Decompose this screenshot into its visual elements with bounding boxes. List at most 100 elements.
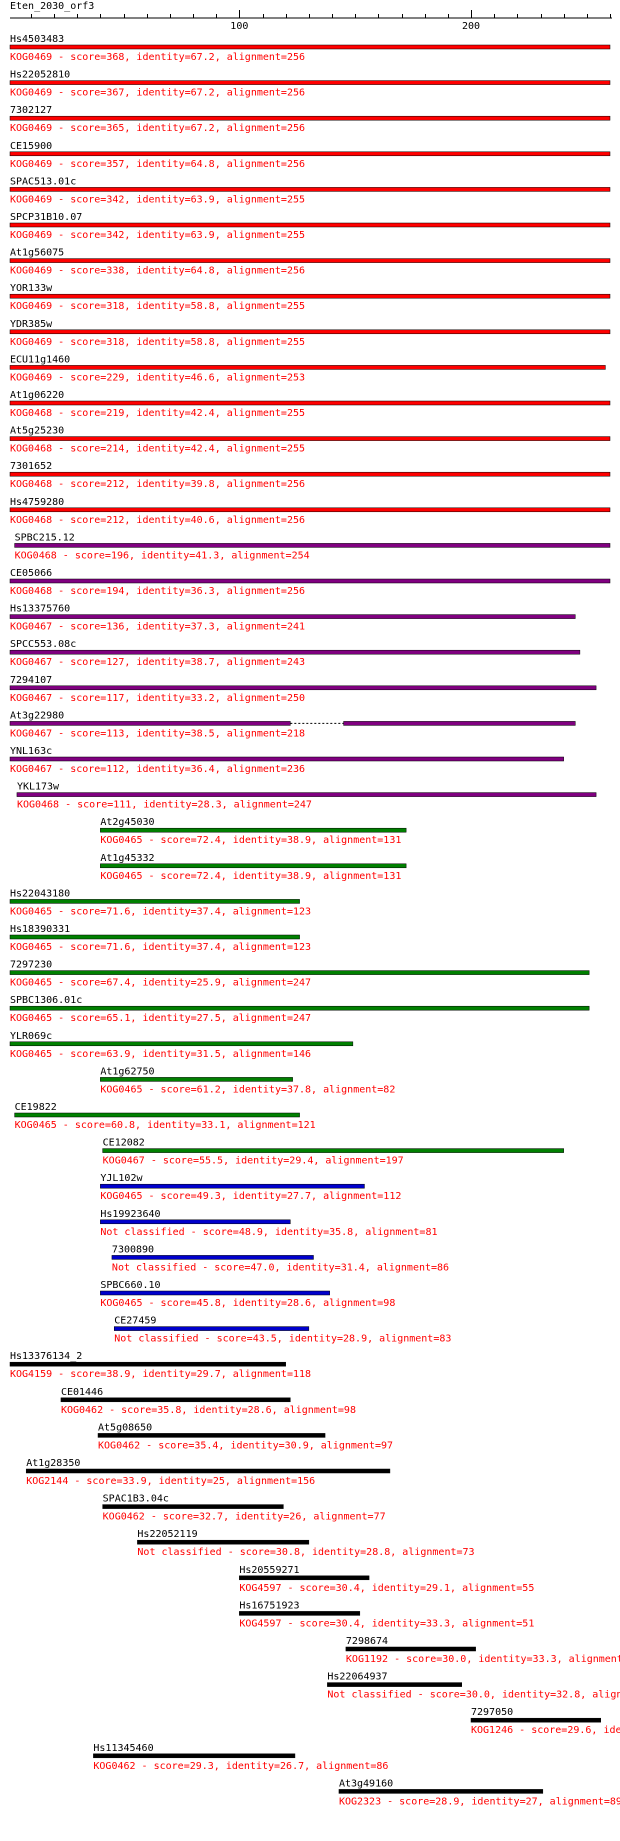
hit-bar[interactable]	[16, 792, 597, 797]
hit-name[interactable]: 7300890	[112, 1244, 154, 1255]
hit-bar[interactable]	[9, 187, 611, 192]
hit-bar[interactable]	[9, 934, 300, 940]
hit-bar[interactable]	[9, 115, 611, 121]
hit-row[interactable]: Hs22043180 KOG0465 - score=71.6, identity…	[9, 888, 311, 917]
hit-name[interactable]: CE15900	[10, 141, 52, 152]
hit-bar[interactable]	[9, 614, 576, 619]
hit-name[interactable]: YJL102w	[100, 1173, 143, 1184]
hit-row[interactable]: Hs20559271 KOG4597 - score=30.4, identity…	[239, 1565, 534, 1594]
hit-bar[interactable]	[9, 970, 590, 975]
hit-row[interactable]: At5g08650 KOG0462 - score=35.4, identity=…	[97, 1422, 393, 1451]
hit-name[interactable]: YDR385w	[10, 319, 53, 330]
hit-name[interactable]: At1g45332	[100, 853, 154, 864]
hit-bar[interactable]	[9, 400, 611, 406]
hit-name[interactable]: SPAC513.01c	[10, 176, 76, 187]
hit-name[interactable]: At3g22980	[10, 710, 64, 721]
hit-row[interactable]: SPBC660.10 KOG0465 - score=45.8, identity…	[100, 1280, 395, 1309]
hit-bar[interactable]	[100, 1219, 291, 1225]
hit-name[interactable]: SPAC1B3.04c	[103, 1494, 169, 1505]
hit-row[interactable]: SPAC1B3.04c KOG0462 - score=32.7, identit…	[102, 1494, 386, 1523]
hit-name[interactable]: Hs11345460	[93, 1743, 153, 1754]
hit-bar[interactable]	[111, 1255, 314, 1260]
hit-bar[interactable]	[100, 1077, 293, 1082]
hit-row[interactable]: Hs11345460 KOG0462 - score=29.3, identity…	[93, 1743, 388, 1772]
hit-row[interactable]: Hs13376134_2 KOG4159 - score=38.9, identi…	[9, 1351, 311, 1380]
hit-bar[interactable]	[327, 1682, 462, 1687]
hit-bar[interactable]	[14, 543, 611, 548]
hit-name[interactable]: 7294107	[10, 675, 52, 686]
hit-row[interactable]: At1g56075 KOG0469 - score=338, identity=6…	[9, 248, 611, 277]
hit-name[interactable]: At3g49160	[339, 1778, 393, 1789]
hit-row[interactable]: At3g22980 KOG0467 - score=113, identity=3…	[9, 710, 576, 739]
hit-row[interactable]: ECU11g1460 KOG0469 - score=229, identity=…	[9, 354, 606, 383]
hit-row[interactable]: CE19822 KOG0465 - score=60.8, identity=33…	[14, 1102, 316, 1131]
hit-bar[interactable]	[100, 1183, 365, 1189]
hit-bar[interactable]	[9, 365, 606, 370]
hit-name[interactable]: SPBC215.12	[15, 532, 75, 543]
hit-name[interactable]: Hs22052119	[137, 1529, 197, 1540]
hit-name[interactable]: At5g25230	[10, 426, 64, 437]
hit-bar[interactable]	[9, 649, 581, 655]
hit-row[interactable]: SPCC553.08c KOG0467 - score=127, identity…	[9, 639, 581, 668]
hit-name[interactable]: Hs22043180	[10, 888, 70, 899]
hit-bar[interactable]	[9, 1041, 354, 1047]
hit-row[interactable]: Hs16751923 KOG4597 - score=30.4, identity…	[239, 1600, 534, 1629]
hit-name[interactable]: Hs18390331	[10, 924, 70, 935]
hit-bar[interactable]	[9, 721, 291, 726]
hit-bar[interactable]	[9, 436, 611, 441]
hit-bar[interactable]	[113, 1326, 310, 1331]
hit-bar[interactable]	[239, 1611, 361, 1616]
hit-row[interactable]: CE05066 KOG0468 - score=194, identity=36.…	[9, 568, 611, 597]
hit-row[interactable]: YJL102w KOG0465 - score=49.3, identity=27…	[100, 1173, 401, 1202]
hit-bar[interactable]	[9, 151, 611, 157]
hit-name[interactable]: Hs4503483	[10, 34, 64, 45]
hit-row[interactable]: CE27459 Not classified - score=43.5, iden…	[113, 1316, 451, 1345]
hit-row[interactable]: At5g25230 KOG0468 - score=214, identity=4…	[9, 426, 611, 455]
hit-bar[interactable]	[9, 507, 611, 513]
hit-row[interactable]: SPBC215.12 KOG0468 - score=196, identity=…	[14, 532, 611, 561]
hit-name[interactable]: YLR069c	[10, 1031, 52, 1042]
hit-name[interactable]: CE05066	[10, 568, 52, 579]
hit-name[interactable]: YKL173w	[17, 782, 60, 793]
hit-row[interactable]: At1g28350 KOG2144 - score=33.9, identity=…	[25, 1458, 391, 1487]
hit-bar[interactable]	[345, 1646, 476, 1652]
hit-row[interactable]: CE12082 KOG0467 - score=55.5, identity=29…	[102, 1138, 564, 1167]
hit-name[interactable]: Hs16751923	[239, 1600, 299, 1611]
hit-row[interactable]: YLR069c KOG0465 - score=63.9, identity=31…	[9, 1031, 354, 1060]
hit-row[interactable]: YOR133w KOG0469 - score=318, identity=58.…	[9, 283, 611, 312]
hit-bar[interactable]	[102, 1148, 564, 1153]
hit-name[interactable]: 7297050	[471, 1707, 513, 1718]
hit-row[interactable]: 7302127 KOG0469 - score=365, identity=67.…	[9, 105, 611, 134]
hit-name[interactable]: SPCP31B10.07	[10, 212, 82, 223]
hit-bar[interactable]	[9, 471, 611, 477]
hit-row[interactable]: 7297050 KOG1246 - score=29.6, identity=30…	[470, 1707, 620, 1736]
hit-name[interactable]: SPBC660.10	[100, 1280, 160, 1291]
hit-name[interactable]: CE27459	[114, 1316, 156, 1327]
hit-bar[interactable]	[100, 863, 407, 869]
hit-bar[interactable]	[343, 721, 576, 726]
hit-name[interactable]: 7298674	[346, 1636, 388, 1647]
hit-bar[interactable]	[9, 222, 611, 228]
hit-row[interactable]: 7294107 KOG0467 - score=117, identity=33.…	[9, 675, 597, 704]
hit-row[interactable]: At3g49160 KOG2323 - score=28.9, identity=…	[338, 1778, 620, 1807]
hit-bar[interactable]	[14, 1112, 300, 1118]
hit-bar[interactable]	[9, 578, 611, 584]
hit-bar[interactable]	[100, 827, 407, 833]
hit-row[interactable]: At1g06220 KOG0468 - score=219, identity=4…	[9, 390, 611, 419]
hit-name[interactable]: At2g45030	[100, 817, 154, 828]
hit-name[interactable]: CE01446	[61, 1387, 103, 1398]
hit-name[interactable]: At1g62750	[100, 1066, 154, 1077]
hit-row[interactable]: CE01446 KOG0462 - score=35.8, identity=28…	[60, 1387, 356, 1416]
hit-name[interactable]: YOR133w	[10, 283, 53, 294]
hit-row[interactable]: 7300890 Not classified - score=47.0, iden…	[111, 1244, 449, 1273]
hit-bar[interactable]	[97, 1433, 326, 1438]
hit-row[interactable]: Hs22052119 Not classified - score=30.8, i…	[137, 1529, 475, 1558]
hit-bar[interactable]	[9, 44, 611, 50]
hit-row[interactable]: SPCP31B10.07 KOG0469 - score=342, identit…	[9, 212, 611, 241]
hit-row[interactable]: 7301652 KOG0468 - score=212, identity=39.…	[9, 461, 611, 490]
hit-name[interactable]: CE19822	[15, 1102, 57, 1113]
hit-row[interactable]: YNL163c KOG0467 - score=112, identity=36.…	[9, 746, 564, 775]
hit-row[interactable]: At1g62750 KOG0465 - score=61.2, identity=…	[100, 1066, 395, 1095]
hit-row[interactable]: SPAC513.01c KOG0469 - score=342, identity…	[9, 176, 611, 205]
hit-name[interactable]: YNL163c	[10, 746, 52, 757]
